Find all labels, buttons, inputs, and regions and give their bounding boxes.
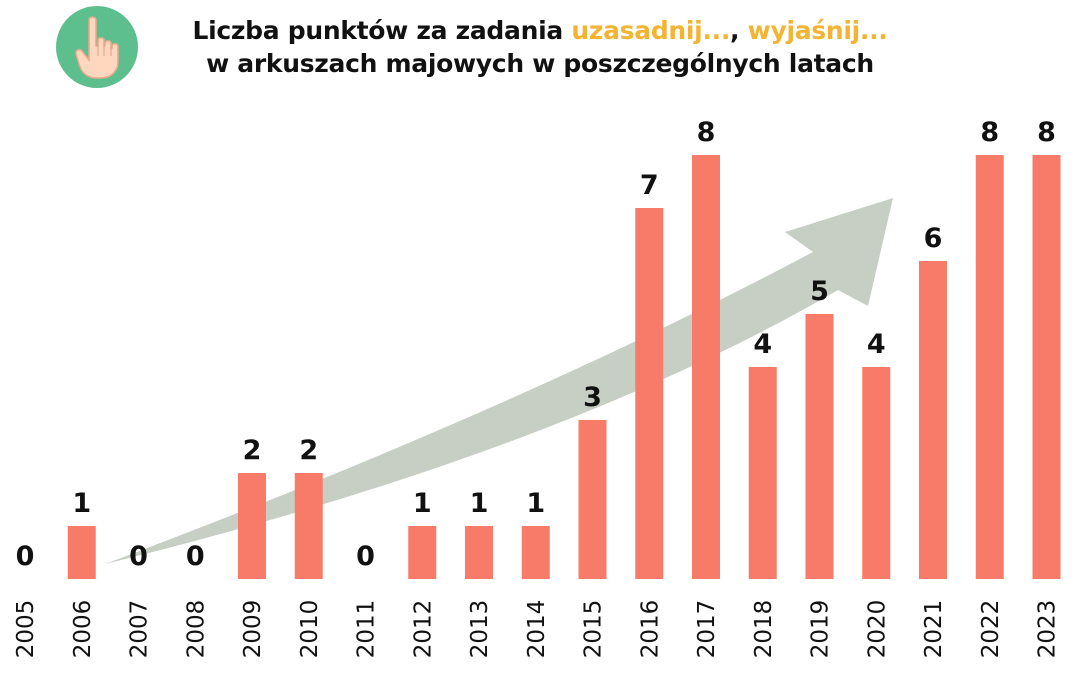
bar-2015 — [578, 420, 607, 579]
value-label-2007: 0 — [129, 541, 148, 572]
tick-label-2015: 2015 — [581, 600, 607, 659]
title-separator: , — [730, 16, 748, 45]
chart-header: Liczba punktów za zadania uzasadnij..., … — [0, 0, 1080, 100]
chart-title-line2: w arkuszach majowych w poszczególnych la… — [206, 49, 874, 78]
tick-label-2013: 2013 — [467, 600, 493, 659]
bars-layer — [67, 155, 1061, 579]
pointing-hand-icon — [56, 6, 138, 88]
tick-label-2009: 2009 — [240, 600, 266, 659]
bar-2023 — [1032, 155, 1061, 579]
value-label-2018: 4 — [753, 329, 772, 360]
value-label-2013: 1 — [470, 488, 489, 519]
tick-label-2017: 2017 — [694, 600, 720, 659]
tick-label-2023: 2023 — [1035, 600, 1061, 659]
bar-2020 — [862, 367, 891, 579]
bar-2010 — [294, 473, 323, 579]
tick-label-2020: 2020 — [864, 600, 890, 659]
bar-2016 — [635, 208, 664, 579]
tick-label-2021: 2021 — [921, 600, 947, 659]
tick-label-2011: 2011 — [354, 600, 380, 659]
title-text-part1: Liczba punktów za zadania — [192, 16, 572, 45]
value-label-2005: 0 — [16, 541, 35, 572]
value-label-2020: 4 — [867, 329, 886, 360]
tick-label-2007: 2007 — [127, 600, 153, 659]
value-label-2014: 1 — [526, 488, 545, 519]
bar-2018 — [748, 367, 777, 579]
value-label-2017: 8 — [697, 117, 716, 148]
bar-2019 — [805, 314, 834, 579]
tick-label-2022: 2022 — [978, 600, 1004, 659]
bar-2012 — [408, 526, 437, 579]
bar-2009 — [238, 473, 266, 579]
bar-2017 — [692, 155, 720, 579]
value-label-2012: 1 — [413, 488, 432, 519]
tick-label-2014: 2014 — [524, 600, 550, 659]
value-label-2010: 2 — [299, 435, 318, 466]
value-label-2019: 5 — [810, 276, 829, 307]
value-label-2021: 6 — [924, 223, 943, 254]
value-labels-layer: 0 1 0 0 2 2 0 1 1 1 3 7 8 4 5 4 6 8 8 — [16, 117, 1056, 572]
bar-2014 — [521, 526, 550, 579]
chart-title-line1: Liczba punktów za zadania uzasadnij..., … — [150, 14, 930, 47]
tick-label-2019: 2019 — [808, 600, 834, 659]
bar-2013 — [465, 526, 493, 579]
x-axis-tick-labels: 2005 2006 2007 2008 2009 2010 2011 2012 2013 2014… — [13, 600, 1061, 659]
trend-arrow — [105, 198, 893, 564]
value-label-2008: 0 — [186, 541, 205, 572]
tick-label-2012: 2012 — [410, 600, 436, 659]
tick-label-2016: 2016 — [637, 600, 663, 659]
bar-2022 — [975, 155, 1004, 579]
bar-2006 — [67, 526, 96, 579]
value-label-2006: 1 — [72, 488, 91, 519]
tick-label-2005: 2005 — [13, 600, 39, 659]
value-label-2011: 0 — [356, 541, 375, 572]
value-label-2016: 7 — [640, 170, 659, 201]
bar-2021 — [919, 261, 947, 579]
chart-title: Liczba punktów za zadania uzasadnij..., … — [150, 14, 930, 80]
value-label-2009: 2 — [243, 435, 262, 466]
title-highlight-wyjasnij: wyjaśnij... — [747, 16, 888, 45]
tick-label-2010: 2010 — [297, 600, 323, 659]
title-highlight-uzasadnij: uzasadnij... — [571, 16, 731, 45]
tick-label-2006: 2006 — [70, 600, 96, 659]
value-label-2023: 8 — [1037, 117, 1056, 148]
tick-label-2018: 2018 — [751, 600, 777, 659]
tick-label-2008: 2008 — [183, 600, 209, 659]
trend-arrow-layer — [105, 198, 893, 564]
value-label-2015: 3 — [583, 382, 602, 413]
value-label-2022: 8 — [980, 117, 999, 148]
